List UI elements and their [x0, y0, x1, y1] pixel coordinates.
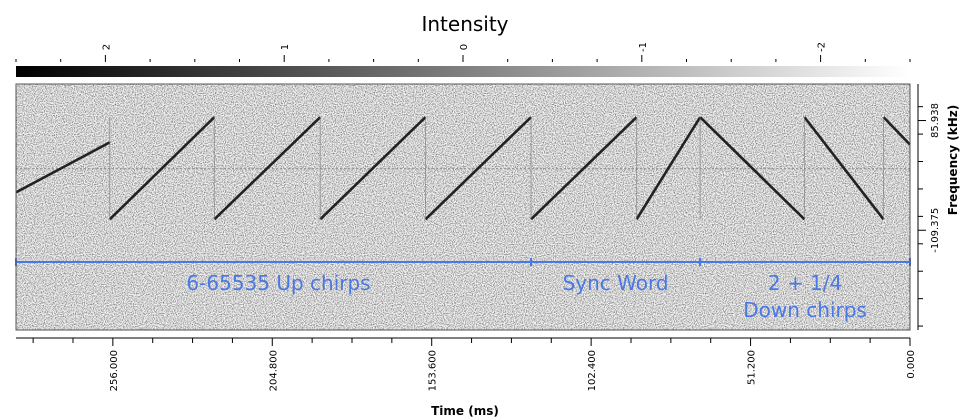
colorbar-title: Intensity — [421, 12, 508, 36]
up-chirp-2 — [108, 116, 216, 221]
y-axis-ticks — [918, 106, 926, 327]
up-chirp-5 — [424, 116, 532, 221]
x-axis-tick-labels: 256.000 204.800 153.600 102.400 51.200 0.000 — [109, 350, 917, 391]
colorbar-ticks — [15, 55, 911, 62]
up-chirp-3 — [213, 116, 322, 221]
annotation-layer: 6-65535 Up chirps Sync Word 2 + 1/4 Down ch… — [15, 258, 911, 322]
x-tick-label-4: 102.400 — [587, 350, 598, 391]
up-chirp-7 — [635, 116, 702, 221]
plot-frame — [15, 83, 911, 331]
x-tick-label-3: 153.600 — [428, 350, 439, 391]
x-tick-label-2: 204.800 — [268, 350, 279, 391]
y-tick-label-2: -109.375 — [930, 208, 941, 253]
annotation-label-1: 6-65535 Up chirps — [186, 271, 370, 295]
annotation-label-3: 2 + 1/4 — [768, 271, 842, 295]
x-axis-ticks — [32, 338, 911, 346]
annotation-sublabel-3: Down chirps — [743, 298, 867, 322]
colorbar-tick-label-5: -2 — [817, 42, 828, 52]
colorbar — [16, 66, 910, 77]
colorbar-tick-label-1: 2 — [101, 44, 112, 50]
down-chirp-9 — [803, 116, 885, 221]
down-chirp-10 — [882, 116, 911, 146]
colorbar-tick-label-2: 1 — [280, 44, 291, 50]
chirp-traces — [15, 116, 911, 221]
down-chirp-8 — [699, 116, 806, 221]
x-tick-label-5: 51.200 — [747, 350, 758, 385]
colorbar-tick-label-3: 0 — [459, 44, 470, 50]
x-axis-title: Time (ms) — [431, 404, 499, 418]
colorbar-tick-labels: 2 1 0 -1 -2 — [101, 42, 827, 52]
up-chirp-1 — [15, 141, 111, 194]
y-axis-tick-labels: 85.938 -109.375 — [930, 103, 941, 253]
y-tick-label-1: 85.938 — [930, 103, 941, 138]
x-tick-label-6: 0.000 — [906, 350, 917, 379]
x-tick-label-1: 256.000 — [109, 350, 120, 391]
y-axis-title: Frequency (kHz) — [946, 105, 960, 215]
up-chirp-6 — [530, 116, 638, 221]
colorbar-tick-label-4: -1 — [638, 42, 649, 52]
up-chirp-4 — [319, 116, 427, 221]
noise-texture — [16, 84, 910, 330]
annotation-label-2: Sync Word — [563, 271, 669, 295]
